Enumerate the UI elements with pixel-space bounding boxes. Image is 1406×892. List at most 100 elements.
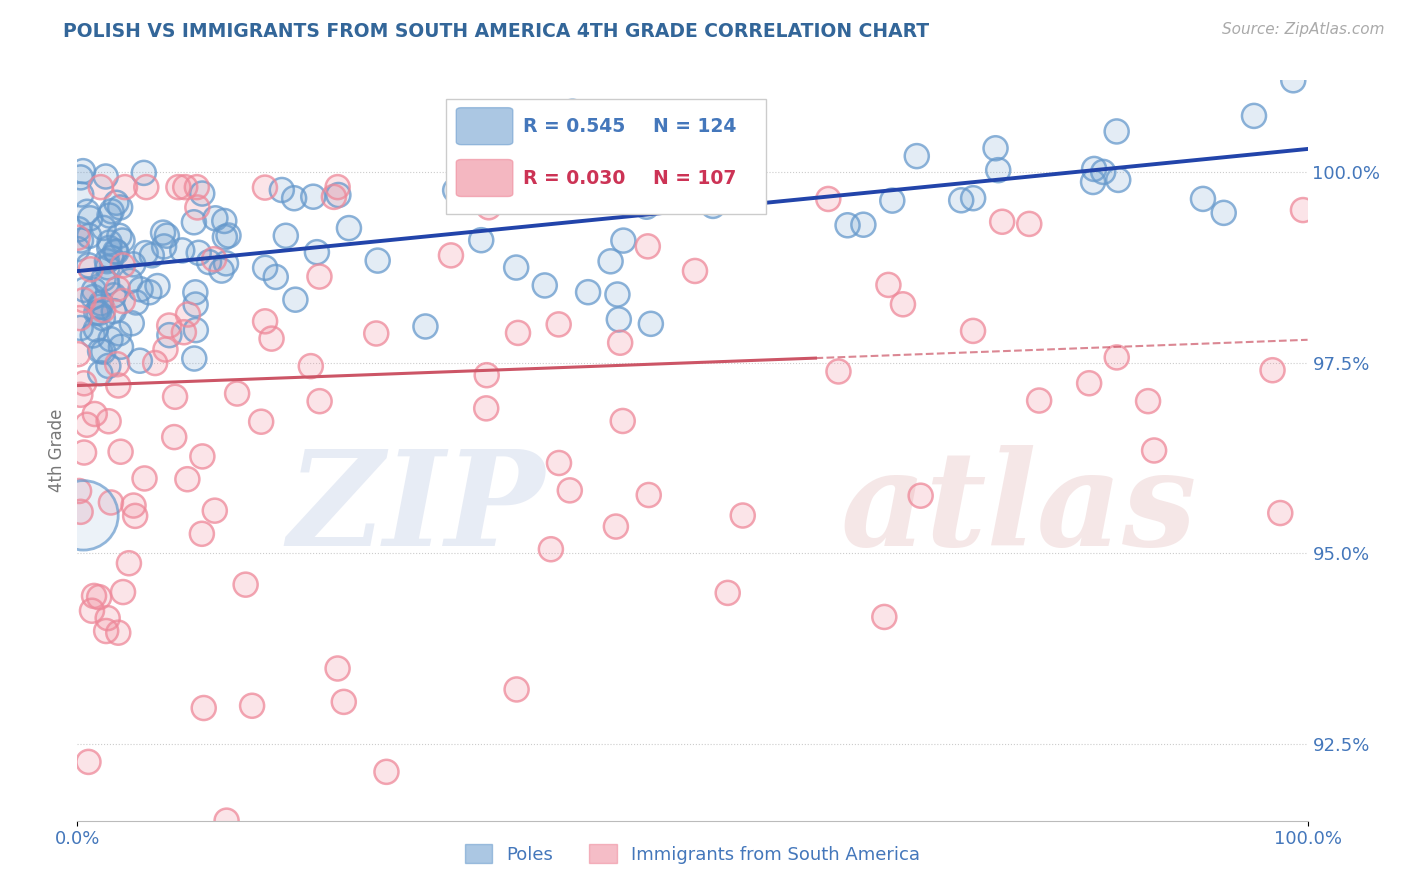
Point [112,585,135,599]
Point [72,508,94,523]
Point [132,166,155,180]
Point [1212,206,1234,220]
Point [69,311,91,326]
Point [167,180,190,194]
Point [174,180,197,194]
Point [561,104,583,119]
Point [107,282,129,296]
Point [191,186,214,201]
Point [82,290,104,304]
Point [226,386,249,401]
Point [184,323,207,337]
Point [91,311,114,326]
Point [111,259,134,273]
Point [91,303,114,318]
Point [108,201,131,215]
Point [97,611,120,625]
Point [218,228,240,243]
Point [100,251,122,265]
Point [204,211,226,226]
Point [375,764,398,779]
Point [143,356,166,370]
Point [67,483,90,498]
Point [110,340,132,354]
Point [609,335,631,350]
Point [93,272,115,286]
Point [84,322,107,336]
Point [1261,363,1284,377]
Point [482,165,505,179]
Point [950,194,973,208]
Point [191,450,214,464]
Point [905,149,928,163]
Point [103,304,125,318]
Point [548,456,571,470]
Point [215,814,238,828]
Point [991,215,1014,229]
Point [250,415,273,429]
Point [505,260,527,275]
Point [837,219,859,233]
Point [599,254,621,268]
Point [606,287,628,301]
Point [950,194,973,208]
Text: atlas: atlas [841,445,1197,574]
Point [80,262,103,277]
Point [191,526,214,541]
Point [254,314,277,328]
Point [891,297,914,311]
Point [108,326,131,341]
Point [186,201,208,215]
Point [260,332,283,346]
Point [636,200,658,214]
Point [67,222,90,236]
Point [1282,73,1305,87]
Point [547,318,569,332]
Point [138,285,160,300]
Point [501,180,523,194]
Point [240,698,263,713]
Point [873,610,896,624]
Point [984,141,1007,155]
Point [83,589,105,603]
Point [184,297,207,311]
Point [444,183,467,197]
Point [156,228,179,243]
Point [607,312,630,326]
Point [214,230,236,244]
Point [1137,394,1160,409]
Point [83,407,105,421]
Point [607,312,630,326]
Point [322,190,344,204]
Point [87,306,110,320]
Point [111,234,134,248]
Point [302,190,325,204]
Point [211,263,233,277]
Point [90,296,112,310]
Point [132,166,155,180]
Point [73,283,96,297]
Point [1105,124,1128,138]
Point [104,244,127,259]
Point [152,226,174,240]
Point [375,764,398,779]
Point [122,499,145,513]
Point [333,695,356,709]
Point [1078,376,1101,391]
Text: N = 124: N = 124 [654,117,737,136]
Point [187,245,209,260]
Point [605,519,627,533]
Point [79,211,101,226]
Point [478,200,501,214]
Point [612,414,634,428]
Point [873,610,896,624]
Point [482,165,505,179]
Point [444,183,467,197]
Point [118,556,141,570]
Point [129,282,152,296]
Point [308,269,330,284]
Point [67,483,90,498]
Text: R = 0.545: R = 0.545 [523,117,624,136]
Point [264,269,287,284]
Point [135,246,157,260]
